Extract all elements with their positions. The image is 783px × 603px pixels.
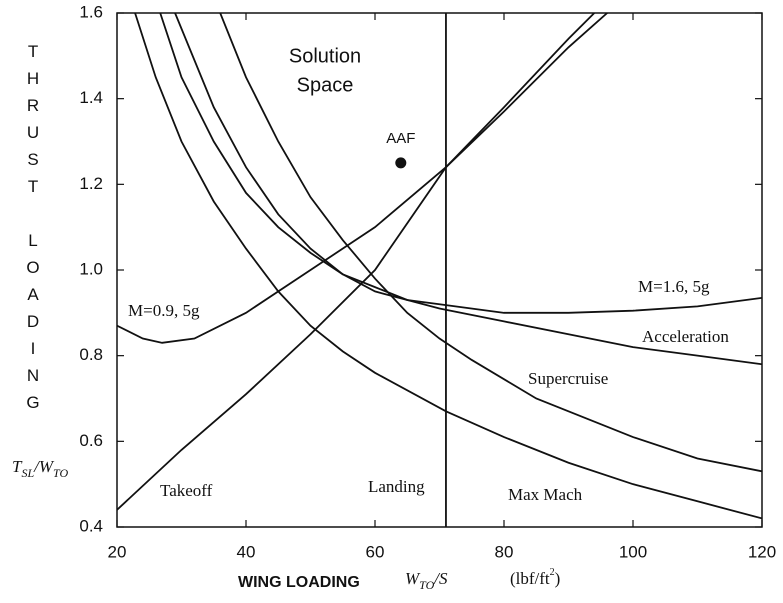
curve [174, 13, 762, 366]
annotation: Solution [289, 45, 361, 67]
curve-label: Acceleration [642, 327, 729, 346]
curve [159, 13, 762, 314]
symbol-sub: TO [419, 578, 434, 592]
y-tick-label: 1.4 [79, 88, 103, 107]
x-tick-label: 100 [619, 542, 647, 561]
x-tick-label: 60 [366, 542, 385, 561]
y-tick-label: 0.4 [79, 516, 103, 535]
symbol-part: T [12, 457, 23, 476]
curve-label: Landing [368, 477, 425, 496]
symbol-part: W [405, 569, 421, 588]
y-axis-symbol: TSL/WTO [12, 457, 69, 480]
y-tick-label: 0.6 [79, 431, 103, 450]
y-axis-title: THRUST LOADING [24, 42, 43, 420]
x-axis-symbol: WTO/S [405, 569, 448, 592]
x-tick-label: 120 [748, 542, 776, 561]
symbol-part: /S [433, 569, 448, 588]
symbol-part: /W [33, 457, 55, 476]
symbol-sub: SL [21, 466, 34, 480]
x-tick-label: 40 [237, 542, 256, 561]
curve [219, 13, 762, 473]
y-tick-label: 1.6 [79, 2, 103, 21]
annotation: AAF [386, 130, 415, 147]
x-tick-label: 80 [495, 542, 514, 561]
curve-label: Supercruise [528, 369, 608, 388]
units-part: ) [555, 569, 561, 588]
y-tick-label: 1.2 [79, 174, 103, 193]
design-point [395, 157, 407, 169]
curve [134, 13, 762, 520]
x-axis-units: (lbf/ft2) [510, 567, 560, 588]
curve-label: Max Mach [508, 485, 583, 504]
y-tick-label: 1.0 [79, 259, 103, 278]
curve [117, 13, 595, 511]
units-part: (lbf/ft [510, 569, 550, 588]
symbol-sub: TO [53, 466, 68, 480]
plot-frame [116, 12, 763, 528]
curve-label: M=1.6, 5g [638, 277, 710, 296]
y-tick-label: 0.8 [79, 345, 103, 364]
annotation: Space [297, 74, 354, 96]
curve-label: Takeoff [160, 481, 213, 500]
x-tick-label: 20 [108, 542, 127, 561]
units-sup: 2 [550, 567, 555, 578]
x-axis-title: WING LOADING [238, 574, 360, 591]
curve [117, 13, 608, 344]
curve-label: M=0.9, 5g [128, 301, 200, 320]
